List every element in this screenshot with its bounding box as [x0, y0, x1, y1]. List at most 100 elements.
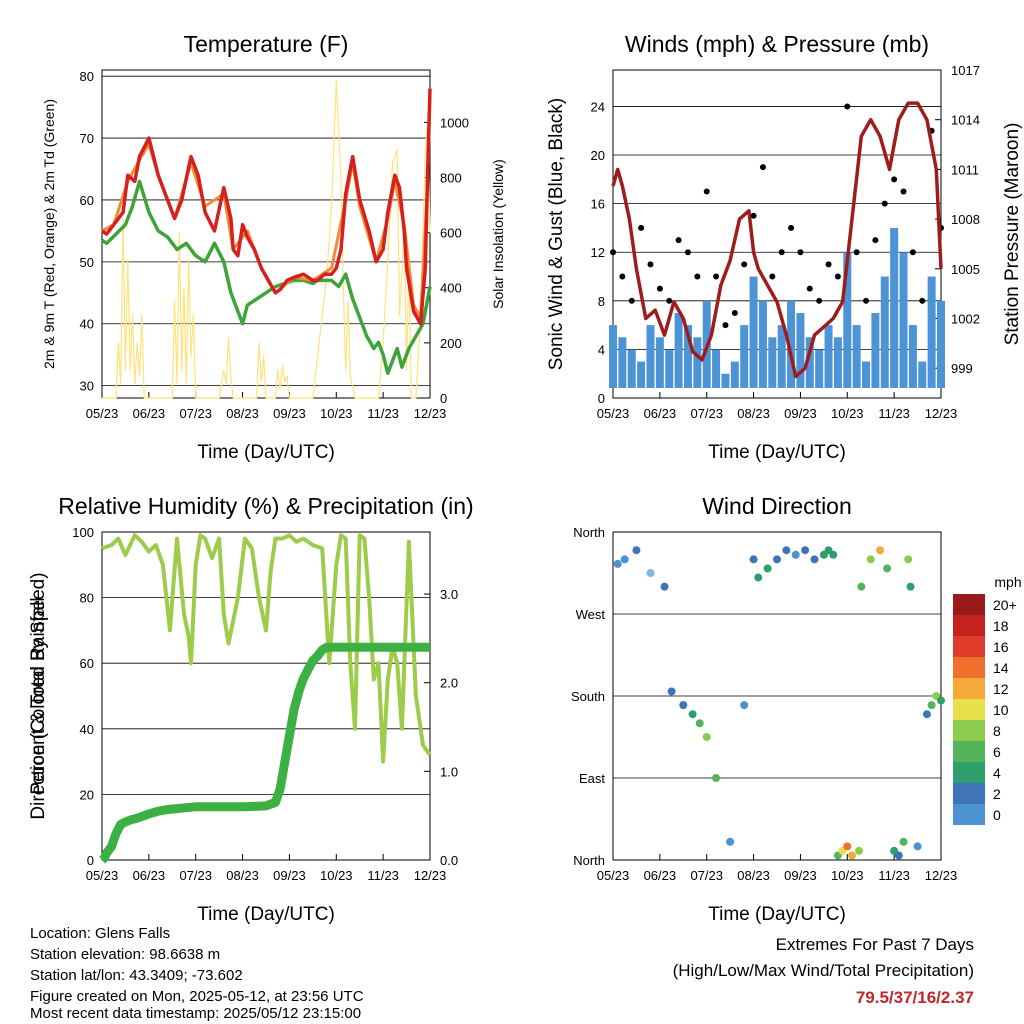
x-tick-label: 05/23 [86, 868, 119, 883]
y-axis-label: Direction (Colored By Speed) [28, 572, 49, 819]
x-tick-label: 11/23 [367, 868, 399, 883]
x-tick-label: 10/23 [320, 868, 353, 883]
x-tick-label: 12/23 [925, 406, 958, 421]
direction-point [866, 555, 875, 564]
x-tick-label: 07/23 [179, 406, 212, 421]
chart-title: Relative Humidity (%) & Precipitation (i… [58, 493, 473, 519]
legend-swatch [953, 804, 985, 825]
direction-point [702, 733, 711, 741]
direction-point [632, 546, 641, 555]
direction-point [894, 851, 903, 860]
y2-tick-label: 2.0 [440, 676, 458, 691]
y-tick-label: West [576, 607, 606, 622]
y2-tick-label: 0.0 [440, 853, 458, 868]
y2-tick-label: 1.0 [440, 764, 458, 779]
direction-point [810, 555, 819, 564]
footer-recent: Most recent data timestamp: 2025/05/12 2… [30, 1005, 362, 1022]
x-axis-label: Time (Day/UTC) [708, 904, 846, 925]
wind-bar [787, 300, 796, 388]
series-pressure-line [611, 101, 943, 379]
wind-bar [721, 373, 730, 388]
y2-tick-label: 1005 [951, 262, 980, 277]
wind-bar [627, 349, 636, 388]
direction-point [847, 851, 856, 860]
legend-label: 10 [993, 702, 1009, 718]
gust-point [656, 285, 663, 292]
footer-elevation: Station elevation: 98.6638 m [30, 946, 221, 963]
extremes-title: Extremes For Past 7 Days [775, 935, 974, 954]
gust-point [825, 261, 832, 268]
legend-swatch [953, 636, 985, 657]
wind-bar [890, 227, 899, 388]
legend-label: 14 [993, 660, 1009, 676]
x-tick-label: 07/23 [690, 868, 723, 883]
wind-bar [899, 252, 908, 388]
x-axis-label: Time (Day/UTC) [197, 442, 335, 463]
direction-point [740, 701, 749, 710]
chart-title: Temperature (F) [184, 31, 349, 57]
gust-point [863, 297, 870, 304]
wind-bar [796, 312, 805, 388]
x-tick-label: 06/23 [644, 406, 677, 421]
legend-label: 2 [993, 786, 1001, 802]
y-tick-label: East [579, 771, 605, 786]
legend-label: 20+ [993, 597, 1017, 613]
y-tick-label: 0 [598, 391, 605, 406]
legend-swatch [953, 720, 985, 741]
y2-axis-label: Solar Insolation (Yellow) [490, 159, 506, 309]
gust-point [610, 249, 616, 256]
gust-point [797, 249, 804, 256]
y2-axis-label: Station Pressure (Maroon) [1002, 123, 1023, 346]
gust-point [675, 237, 682, 244]
x-tick-label: 12/23 [925, 868, 958, 883]
y2-tick-label: 3.0 [440, 587, 458, 602]
y-tick-label: 4 [598, 342, 605, 357]
wind-bar [937, 300, 945, 388]
y2-tick-label: 1014 [951, 113, 980, 128]
gust-point [638, 224, 645, 231]
gust-point [891, 176, 898, 183]
legend-swatch [953, 699, 985, 720]
wind-bar [824, 325, 833, 388]
y2-tick-label: 0 [440, 391, 447, 406]
direction-point [906, 582, 915, 591]
legend-label: 16 [993, 639, 1009, 655]
gust-point [731, 309, 738, 316]
y-tick-label: 80 [80, 69, 94, 84]
y2-tick-label: 1002 [951, 311, 980, 326]
wind-bar [805, 337, 814, 388]
wind-bar [637, 361, 646, 388]
direction-point [613, 559, 622, 568]
x-tick-label: 09/23 [273, 868, 306, 883]
direction-point [660, 582, 669, 591]
gust-point [834, 273, 841, 280]
x-tick-label: 06/23 [644, 868, 677, 883]
x-axis-label: Time (Day/UTC) [197, 904, 335, 925]
y2-tick-label: 200 [440, 336, 462, 351]
y-tick-label: 40 [80, 722, 94, 737]
series-9m-temp-line [101, 94, 432, 319]
extremes-value: 79.5/37/16/2.37 [855, 988, 974, 1007]
legend-label: 12 [993, 681, 1009, 697]
gust-point [900, 188, 907, 195]
series-rh-line [101, 533, 432, 764]
gust-point [628, 297, 635, 304]
y2-tick-label: 1017 [951, 63, 980, 78]
wind-bar [712, 349, 721, 388]
footer-latlon: Station lat/lon: 43.3409; -73.602 [30, 967, 243, 984]
gust-point [750, 212, 757, 219]
wind-bar [749, 276, 758, 388]
direction-point [712, 774, 721, 782]
y-tick-label: 20 [591, 148, 605, 163]
y-tick-label: 80 [80, 591, 94, 606]
gust-point [741, 261, 748, 268]
chart-title: Wind Direction [702, 493, 852, 519]
series-2m-temp-line [101, 88, 432, 326]
gust-point [759, 164, 766, 171]
chart-panel-3 [612, 531, 985, 861]
direction-point [883, 564, 892, 573]
wind-bar [815, 349, 824, 388]
y-tick-label: North [573, 853, 605, 868]
wind-bar [833, 337, 842, 388]
